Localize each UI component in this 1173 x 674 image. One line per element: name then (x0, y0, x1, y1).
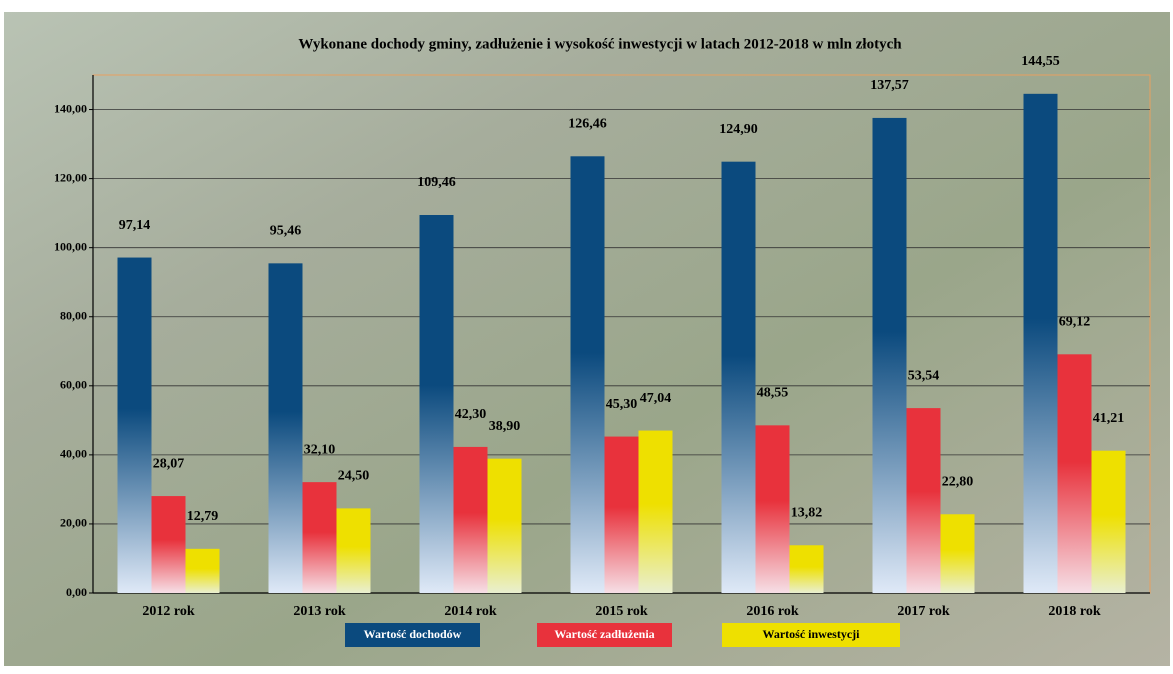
x-tick-label: 2018 rok (1048, 604, 1100, 619)
bar (873, 118, 907, 593)
value-label: 32,10 (304, 442, 336, 457)
bar (454, 447, 488, 593)
value-label: 144,55 (1021, 54, 1060, 69)
bar (605, 437, 639, 593)
value-label: 95,46 (270, 224, 302, 239)
bar (1058, 354, 1092, 593)
bar (722, 162, 756, 593)
y-tick-label: 0,00 (66, 585, 87, 599)
bar (186, 549, 220, 593)
bar (639, 431, 673, 593)
bar (1024, 94, 1058, 593)
y-tick-label: 20,00 (60, 516, 87, 530)
bar (907, 408, 941, 593)
y-tick-label: 40,00 (60, 447, 87, 461)
value-label: 97,14 (119, 218, 151, 233)
value-label: 109,46 (417, 175, 456, 190)
value-label: 47,04 (640, 391, 672, 406)
x-tick-label: 2017 rok (897, 604, 949, 619)
value-label: 24,50 (338, 469, 370, 484)
value-label: 28,07 (153, 456, 185, 471)
bar (1092, 451, 1126, 593)
y-tick-label: 140,00 (54, 101, 87, 115)
y-tick-label: 100,00 (54, 239, 87, 253)
value-label: 38,90 (489, 419, 521, 434)
x-tick-label: 2012 rok (142, 604, 194, 619)
y-tick-label: 120,00 (54, 170, 87, 184)
legend-label: Wartość zadłużenia (554, 627, 654, 641)
value-label: 69,12 (1059, 315, 1091, 330)
value-label: 53,54 (908, 368, 940, 383)
bar (152, 496, 186, 593)
legend-label: Wartość dochodów (364, 627, 462, 641)
bar (941, 514, 975, 593)
bar (488, 459, 522, 593)
value-label: 45,30 (606, 397, 638, 412)
bar (420, 215, 454, 593)
bar (337, 508, 371, 593)
value-label: 124,90 (719, 122, 758, 137)
chart-title: Wykonane dochody gminy, zadłużenie i wys… (298, 36, 902, 52)
value-label: 126,46 (568, 117, 607, 132)
value-label: 42,30 (455, 407, 487, 422)
value-label: 13,82 (791, 505, 823, 520)
value-label: 48,55 (757, 386, 789, 401)
bar (303, 482, 337, 593)
x-tick-label: 2015 rok (595, 604, 647, 619)
x-tick-label: 2016 rok (746, 604, 798, 619)
bar (269, 263, 303, 593)
value-label: 22,80 (942, 474, 974, 489)
page: {"chart_data": {"type": "bar", "title": … (0, 0, 1173, 674)
x-tick-label: 2014 rok (444, 604, 496, 619)
bar (118, 258, 152, 593)
y-tick-label: 60,00 (60, 378, 87, 392)
chart: Wykonane dochody gminy, zadłużenie i wys… (0, 0, 1173, 669)
bar (756, 425, 790, 593)
bar (790, 545, 824, 593)
value-label: 12,79 (187, 509, 219, 524)
legend-label: Wartość inwestycji (763, 627, 861, 641)
x-tick-label: 2013 rok (293, 604, 345, 619)
y-tick-label: 80,00 (60, 308, 87, 322)
bar (571, 156, 605, 593)
value-label: 137,57 (870, 78, 909, 93)
value-label: 41,21 (1093, 411, 1125, 426)
